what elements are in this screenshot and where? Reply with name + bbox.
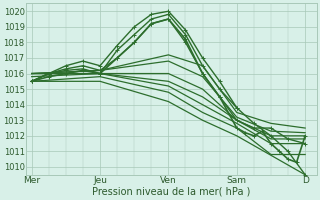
X-axis label: Pression niveau de la mer( hPa ): Pression niveau de la mer( hPa )	[92, 187, 251, 197]
